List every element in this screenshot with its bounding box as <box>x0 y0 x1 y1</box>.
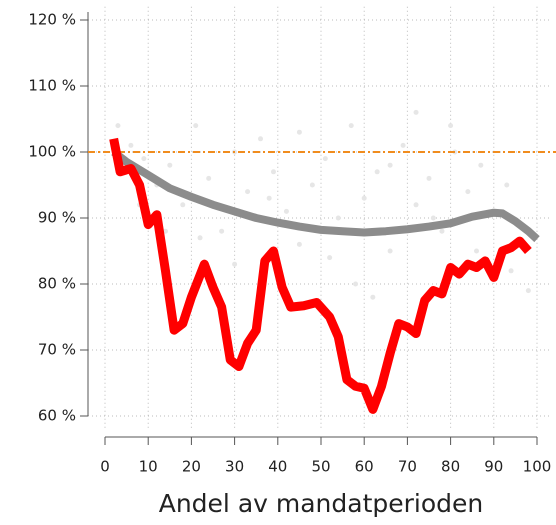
background-point <box>258 136 264 142</box>
x-tick-label: 30 <box>225 458 244 476</box>
y-tick-label: 120 % <box>28 11 76 29</box>
background-point <box>387 162 393 168</box>
background-point <box>167 162 173 168</box>
x-tick-label: 90 <box>484 458 503 476</box>
background-point <box>413 202 419 208</box>
background-point <box>426 175 432 181</box>
x-axis-title: Andel av mandatperioden <box>159 489 484 518</box>
line-series <box>109 137 532 414</box>
background-point <box>322 156 328 162</box>
y-tick-label: 100 % <box>28 143 76 161</box>
background-point <box>270 169 276 175</box>
y-tick-label: 110 % <box>28 77 76 95</box>
x-tick-label: 20 <box>182 458 201 476</box>
background-point <box>335 215 341 221</box>
background-point <box>504 182 510 188</box>
background-point <box>128 142 134 148</box>
background-point <box>474 248 480 254</box>
background-point <box>245 189 251 195</box>
background-point <box>430 215 436 221</box>
background-point <box>296 129 302 135</box>
y-tick-label: 60 % <box>38 407 76 425</box>
x-tick-label: 80 <box>441 458 460 476</box>
background-point <box>448 123 454 129</box>
background-point <box>361 195 367 201</box>
background-point <box>370 294 376 300</box>
background-point <box>327 255 333 261</box>
x-tick-label: 50 <box>311 458 330 476</box>
background-point <box>180 202 186 208</box>
background-point <box>283 208 289 214</box>
x-tick-label: 70 <box>398 458 417 476</box>
background-point <box>413 109 419 115</box>
x-tick-label: 0 <box>100 458 110 476</box>
background-point <box>439 228 445 234</box>
y-tick-label: 80 % <box>38 275 76 293</box>
background-point <box>309 182 315 188</box>
x-tick-label: 60 <box>355 458 374 476</box>
background-point <box>266 195 272 201</box>
background-point <box>219 228 225 234</box>
background-point <box>348 123 354 129</box>
background-point <box>193 123 199 129</box>
background-point <box>232 261 238 267</box>
background-point <box>525 288 531 294</box>
background-point <box>206 175 212 181</box>
background-point <box>478 162 484 168</box>
background-point <box>115 123 121 129</box>
background-point <box>197 235 203 241</box>
background-point <box>374 169 380 175</box>
y-tick-label: 90 % <box>38 209 76 227</box>
x-tick-label: 10 <box>139 458 158 476</box>
x-tick-label: 100 <box>523 458 552 476</box>
background-point <box>162 228 168 234</box>
y-tick-label: 70 % <box>38 341 76 359</box>
background-point <box>141 156 147 162</box>
background-point <box>296 241 302 247</box>
background-point <box>508 268 514 274</box>
background-point <box>465 189 471 195</box>
line-series <box>111 148 540 243</box>
x-tick-label: 40 <box>268 458 287 476</box>
background-point <box>400 142 406 148</box>
background-point <box>387 248 393 254</box>
background-point <box>353 281 359 287</box>
